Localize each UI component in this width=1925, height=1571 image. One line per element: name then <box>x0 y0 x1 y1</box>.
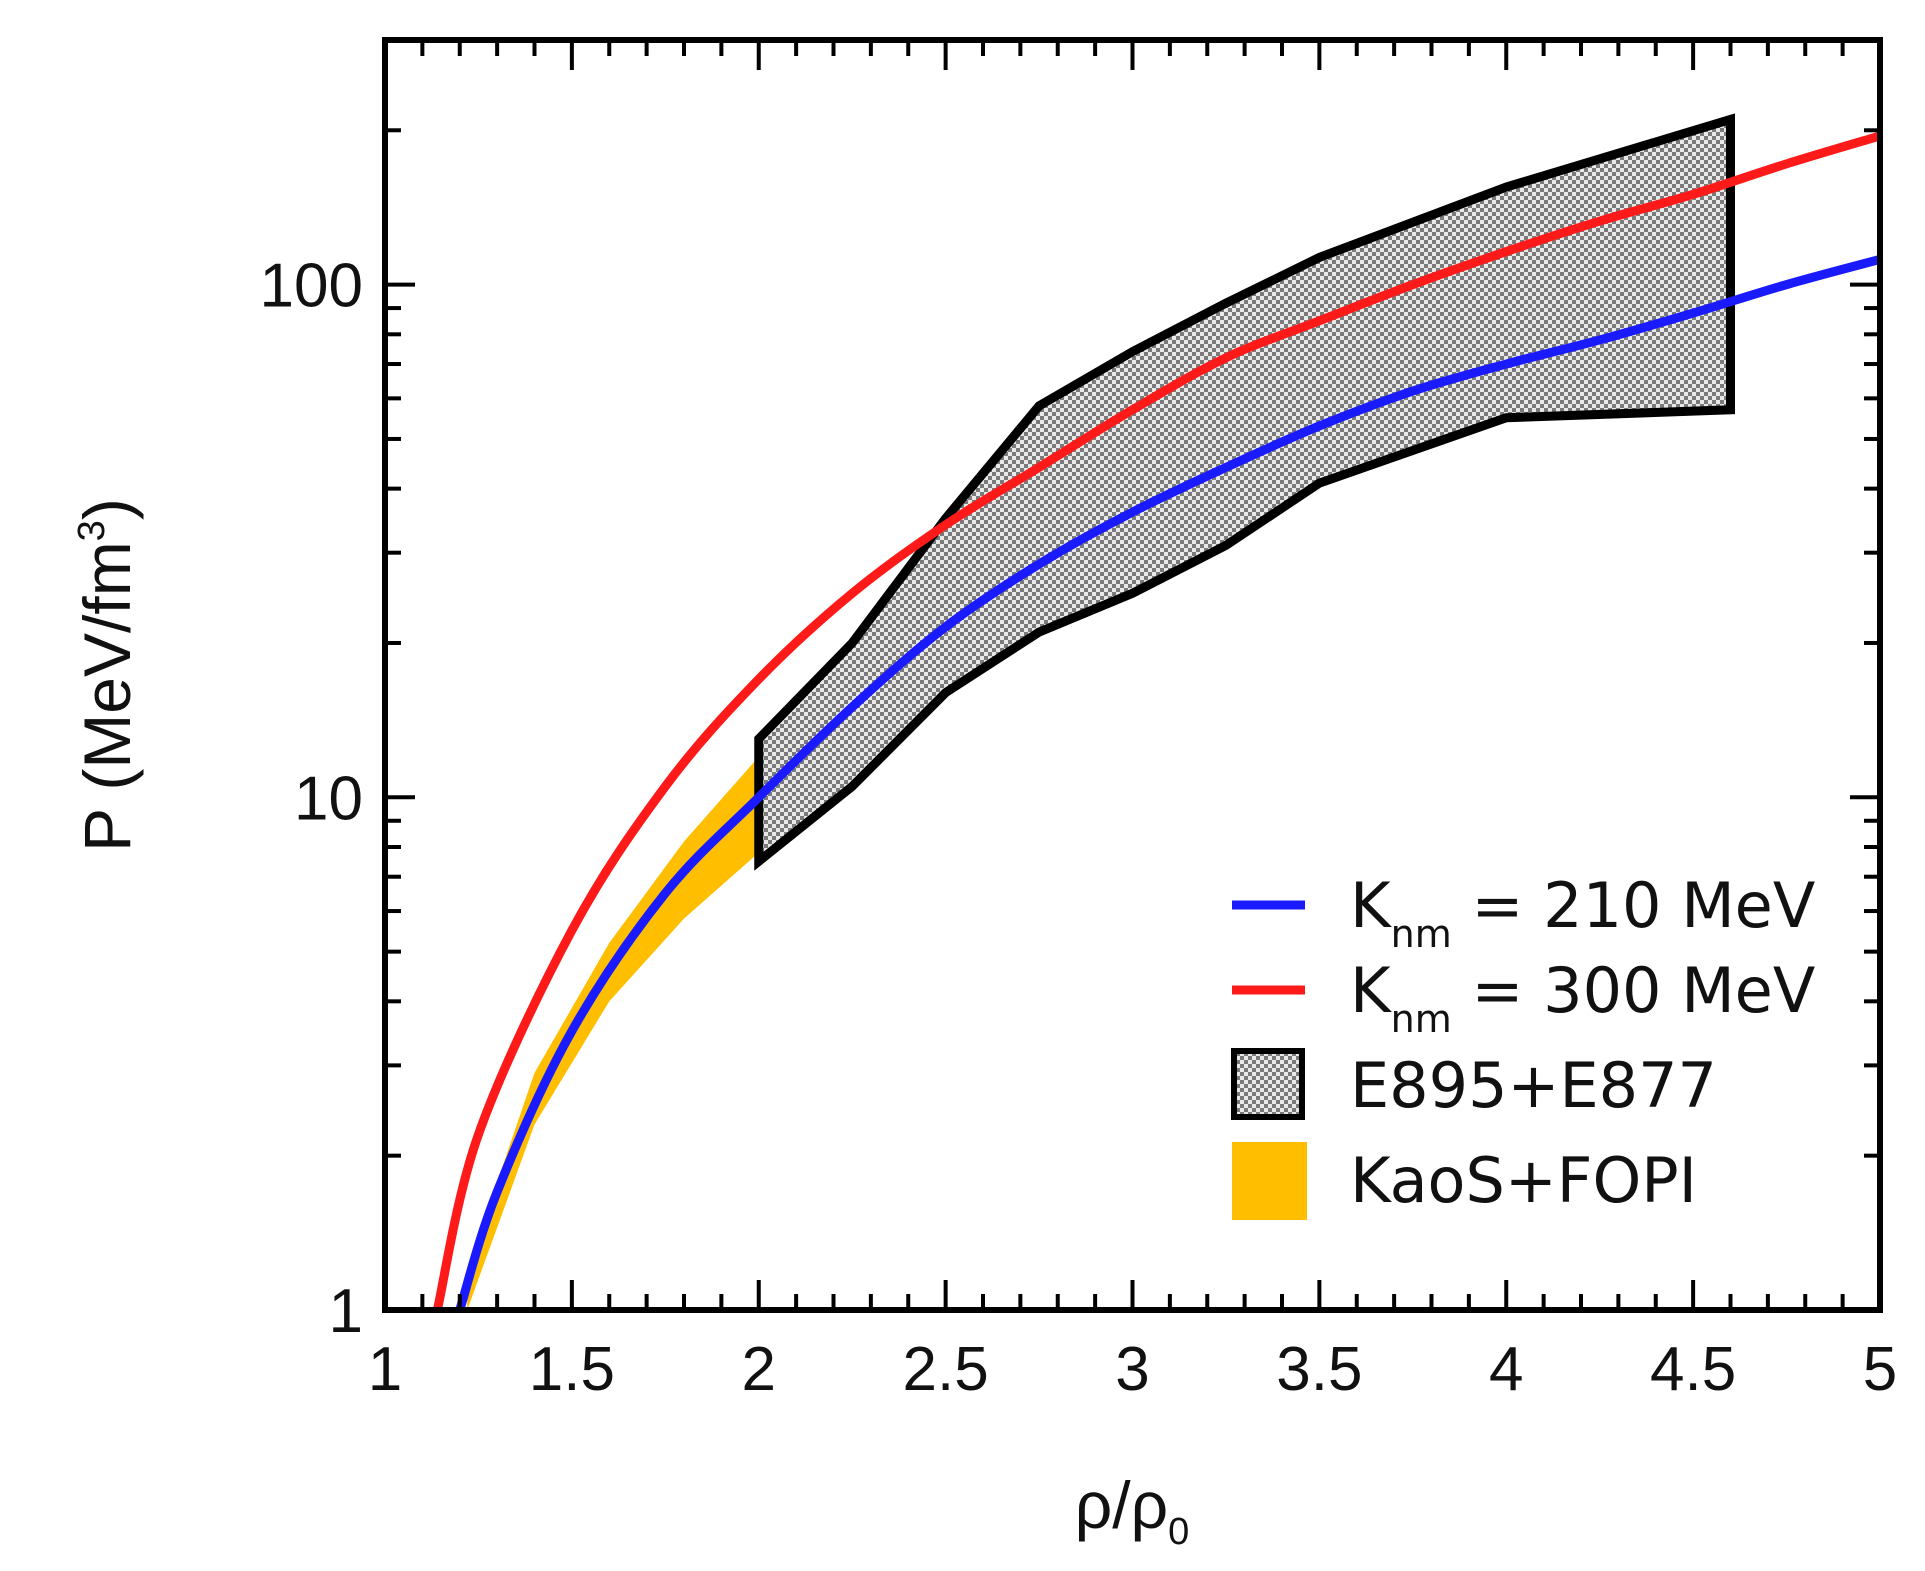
series-line-k300 <box>432 131 1880 1310</box>
legend-label: KaoS+FOPI <box>1350 1144 1697 1217</box>
y-tick-label: 1 <box>329 1277 363 1346</box>
x-tick-label: 1.5 <box>529 1335 615 1404</box>
y-tick-label: 100 <box>260 252 363 321</box>
x-tick-label: 1 <box>368 1335 402 1404</box>
y-tick-label: 10 <box>294 764 363 833</box>
x-tick-label: 2.5 <box>903 1335 989 1404</box>
band-kaos-fopi <box>467 756 759 1310</box>
band-e895-e877 <box>754 113 1735 871</box>
x-tick-label: 2 <box>742 1335 776 1404</box>
x-tick-label: 4 <box>1489 1335 1523 1404</box>
legend-label: Knm = 210 MeV <box>1350 869 1815 956</box>
x-axis-title: ρ/ρ0 <box>1075 1468 1190 1553</box>
y-axis-title: P (MeV/fm3) <box>70 498 144 852</box>
legend-label: Knm = 300 MeV <box>1350 954 1815 1041</box>
legend-swatch-fill <box>1232 1142 1307 1220</box>
x-tick-label: 4.5 <box>1650 1335 1736 1404</box>
legend-label: E895+E877 <box>1350 1049 1717 1122</box>
legend-swatch-hatch <box>1231 1048 1305 1120</box>
x-tick-label: 3.5 <box>1276 1335 1362 1404</box>
series-line-k210 <box>455 254 1880 1310</box>
x-tick-label: 5 <box>1863 1335 1897 1404</box>
x-tick-label: 3 <box>1115 1335 1149 1404</box>
